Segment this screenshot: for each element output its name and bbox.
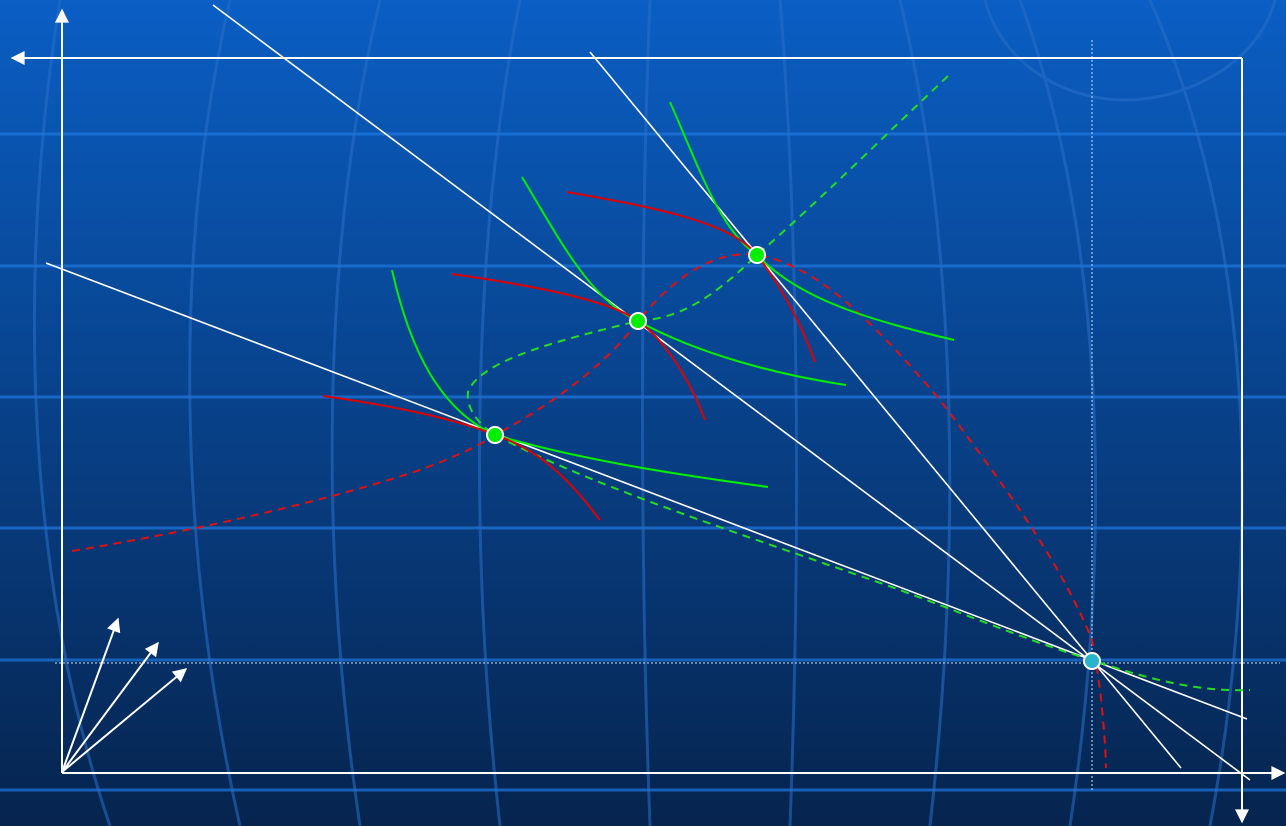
- origin-axes: [55, 8, 1286, 780]
- second-origin-point: [1083, 652, 1101, 670]
- tangency-points: [486, 246, 766, 444]
- vector-1: [61, 617, 121, 773]
- ray-3: [589, 51, 1182, 769]
- vector-2: [61, 641, 159, 773]
- tangency-point-2: [629, 312, 647, 330]
- origin-vectors: [61, 617, 188, 773]
- ray-2: [212, 4, 1251, 781]
- tangency-point-3: [748, 246, 766, 264]
- ray-1: [45, 262, 1248, 720]
- tangency-point-1: [486, 426, 504, 444]
- red-dashed-path: [71, 253, 1107, 769]
- green-dashed-path: [466, 75, 1251, 692]
- second-origin-axes: [10, 51, 1249, 824]
- vector-3: [61, 668, 188, 773]
- rays: [45, 4, 1251, 781]
- background-globe: [32, 0, 1277, 826]
